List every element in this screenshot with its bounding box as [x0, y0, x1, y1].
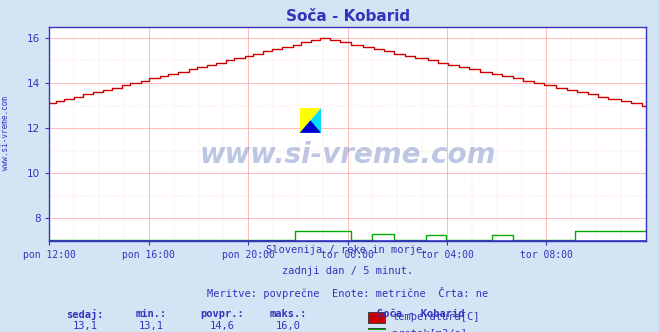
Text: Meritve: povprečne  Enote: metrične  Črta: ne: Meritve: povprečne Enote: metrične Črta:…: [207, 287, 488, 298]
Polygon shape: [300, 108, 321, 133]
Text: www.si-vreme.com: www.si-vreme.com: [200, 141, 496, 169]
Text: 16,0: 16,0: [275, 321, 301, 331]
Text: min.:: min.:: [135, 309, 167, 319]
FancyBboxPatch shape: [368, 311, 386, 323]
Polygon shape: [300, 121, 321, 133]
Text: Soča - Kobarid: Soča - Kobarid: [378, 309, 465, 319]
Text: sedaj:: sedaj:: [67, 309, 104, 320]
Text: 13,1: 13,1: [72, 321, 98, 331]
Title: Soča - Kobarid: Soča - Kobarid: [285, 9, 410, 24]
Text: pretok[m3/s]: pretok[m3/s]: [392, 329, 467, 332]
Text: Slovenija / reke in morje.: Slovenija / reke in morje.: [266, 245, 429, 255]
Text: temperatura[C]: temperatura[C]: [392, 312, 480, 322]
Text: 13,1: 13,1: [138, 321, 163, 331]
Text: 14,6: 14,6: [210, 321, 235, 331]
Text: povpr.:: povpr.:: [200, 309, 244, 319]
Text: zadnji dan / 5 minut.: zadnji dan / 5 minut.: [282, 266, 413, 276]
FancyBboxPatch shape: [368, 328, 386, 332]
Text: www.si-vreme.com: www.si-vreme.com: [1, 96, 10, 170]
Polygon shape: [300, 108, 321, 133]
Text: maks.:: maks.:: [270, 309, 306, 319]
